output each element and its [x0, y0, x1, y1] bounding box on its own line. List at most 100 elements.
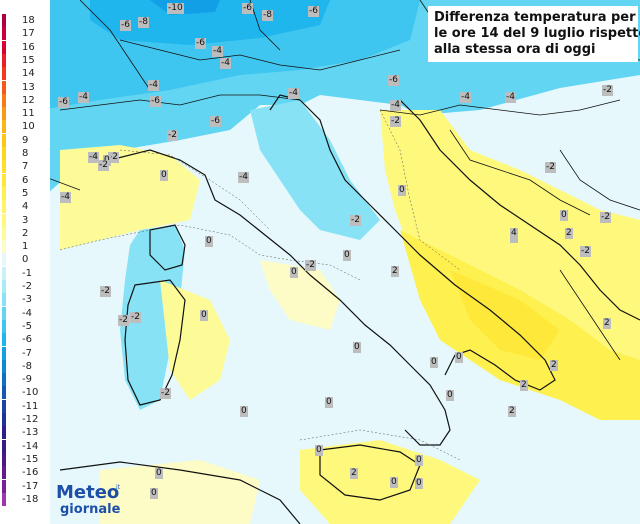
value-label: 0	[415, 455, 423, 466]
legend-swatch	[2, 226, 6, 240]
legend-label: -16	[22, 467, 39, 479]
warm-zone-lazio	[260, 260, 340, 330]
legend-label: 17	[22, 28, 35, 40]
cold-zone-central	[250, 100, 380, 240]
legend-entry: -4	[0, 306, 50, 320]
legend-swatch	[2, 213, 6, 227]
legend-label: -12	[22, 414, 39, 425]
value-label: -4	[238, 172, 249, 183]
value-label: -2	[130, 312, 141, 323]
legend-entry: 9	[0, 133, 50, 147]
legend-swatch	[2, 266, 6, 280]
warm-zone-tyrrhenian	[160, 280, 230, 400]
legend-label: -4	[22, 307, 32, 319]
legend-swatch	[2, 479, 6, 493]
legend-label: -7	[22, 347, 32, 359]
legend-entry: -12	[0, 413, 50, 426]
value-label: -4	[460, 92, 471, 103]
coast-sardinia	[124, 279, 186, 406]
legend-label: -8	[22, 360, 32, 372]
legend-swatch	[2, 80, 6, 94]
legend-swatch	[2, 67, 6, 81]
legend-swatch	[2, 14, 6, 27]
legend-label: 1	[22, 241, 29, 253]
legend-swatch	[2, 120, 6, 134]
value-label: -4	[148, 80, 159, 91]
legend-label: 3	[22, 214, 29, 226]
value-label: -4	[390, 100, 401, 111]
legend-swatch	[2, 413, 6, 426]
legend-swatch	[2, 492, 6, 506]
border-serbia	[559, 149, 640, 211]
legend-entry: -5	[0, 319, 50, 333]
value-label: -2	[305, 260, 316, 271]
legend-entry: -7	[0, 346, 50, 360]
legend-swatch	[2, 173, 6, 187]
value-label: -6	[210, 116, 221, 127]
legend-swatch	[2, 40, 6, 54]
value-label: 2	[350, 468, 358, 479]
legend-swatch	[2, 466, 6, 480]
value-label: -6	[242, 3, 253, 14]
legend-swatch	[2, 186, 6, 200]
cold-zone-sardinia	[120, 225, 185, 410]
legend-label: 12	[22, 94, 35, 106]
value-label: -4	[212, 46, 223, 57]
value-label: -6	[150, 96, 161, 107]
value-label: 0	[290, 267, 298, 278]
legend-label: -3	[22, 294, 32, 306]
value-label: -2	[160, 388, 171, 399]
legend-swatch	[2, 346, 6, 360]
value-label: 0	[240, 406, 248, 417]
legend-entry: 1	[0, 240, 50, 254]
legend-label: 7	[22, 161, 29, 173]
value-label: -4	[505, 92, 516, 103]
legend-swatch	[2, 452, 6, 466]
legend-entry: -14	[0, 439, 50, 453]
isoline-zero	[59, 224, 361, 281]
legend-entry: 11	[0, 107, 50, 121]
value-label: 0	[415, 478, 423, 489]
legend-swatch	[2, 439, 6, 453]
value-label: -2	[600, 212, 611, 223]
legend-swatch	[2, 253, 6, 267]
legend-label: -17	[22, 480, 39, 492]
border-austria	[119, 39, 401, 71]
coastlines	[59, 94, 640, 524]
legend-entry: -17	[0, 479, 50, 493]
value-label: -4	[78, 92, 89, 103]
value-label: -2	[580, 246, 591, 257]
value-label: -8	[138, 17, 149, 28]
legend-swatch	[2, 133, 6, 147]
legend-label: -2	[22, 281, 32, 292]
legend-label: 4	[22, 201, 29, 213]
legend-label: -13	[22, 427, 39, 439]
value-label: 2	[565, 228, 573, 239]
logo-text-small: it	[116, 484, 121, 491]
value-label: 0	[205, 236, 213, 247]
coast-corsica	[149, 224, 186, 271]
legend-swatch	[2, 293, 6, 307]
legend-swatch	[2, 53, 6, 67]
border-bosnia	[449, 129, 591, 216]
legend-swatch	[2, 200, 6, 214]
legend-label: -18	[22, 493, 39, 505]
value-label: 2	[391, 266, 399, 277]
legend-swatch	[2, 306, 6, 320]
legend-entry: 2	[0, 226, 50, 240]
legend-label: -6	[22, 334, 32, 346]
value-label: -2	[390, 116, 401, 127]
isoline-sicily	[299, 429, 461, 461]
value-label: 2	[508, 406, 516, 417]
legend-label: 2	[22, 227, 29, 239]
color-legend: 18 17 16 15 14 13 12 11 10 9 8 7 6 5 4 3 2 1 0 -1 -2 -3 -4 -5 -6…	[0, 0, 50, 524]
legend-label: 13	[22, 81, 35, 93]
value-label: 0	[343, 250, 351, 261]
legend-entry: 0	[0, 253, 50, 267]
border-germany	[249, 0, 281, 51]
legend-label: 14	[22, 68, 35, 80]
legend-entry: -2	[0, 280, 50, 293]
value-label: -2	[167, 130, 178, 141]
legend-entry: 7	[0, 160, 50, 174]
title-line-2: le ore 14 del 9 luglio rispetto	[434, 26, 640, 41]
